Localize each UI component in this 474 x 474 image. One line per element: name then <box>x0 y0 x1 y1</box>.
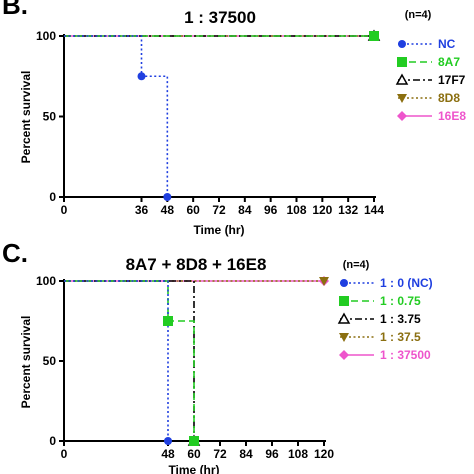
chart2-y-tick-label: 0 <box>49 434 56 448</box>
chart2-x-tick-label: 72 <box>213 447 227 461</box>
chart1-legend-label-2: 8A7 <box>438 55 460 69</box>
chart2-legend-marker-2 <box>339 296 349 306</box>
chart2-x-tick-label: 84 <box>239 447 253 461</box>
chart1-legend-marker-2 <box>397 57 407 67</box>
chart1-legend-marker-5 <box>397 111 407 121</box>
chart1-title: 1 : 37500 <box>184 8 256 27</box>
chart2-legend-marker-4 <box>339 333 349 342</box>
chart2-data-point-1 <box>164 437 172 445</box>
chart2-y-axis-label: Percent survival <box>19 316 33 409</box>
chart2-data-point-2 <box>189 436 199 446</box>
chart2-x-axis-label: Time (hr) <box>168 463 219 474</box>
chart1-x-tick-label: 36 <box>135 203 149 217</box>
chart1-data-point-1 <box>163 193 172 201</box>
chart2-legend-label-3: 1 : 3.75 <box>380 312 421 326</box>
chart1-x-tick-label: 132 <box>338 203 358 217</box>
chart1-data-point-1 <box>137 72 146 81</box>
chart1-legend-title: (n=4) <box>405 9 432 21</box>
chart1-legend-label-5: 16E8 <box>438 109 466 123</box>
chart2-series-line-3 <box>64 280 195 441</box>
chart1-x-tick-label: 0 <box>61 203 68 217</box>
chart1-y-tick-label: 50 <box>43 110 57 124</box>
chart2-x-tick-label: 120 <box>314 447 334 461</box>
chart1-series-line-1 <box>64 35 169 197</box>
chart2-y-tick-label: 100 <box>36 274 56 288</box>
chart1-legend-label-3: 17F7 <box>438 73 466 87</box>
chart1-x-tick-label: 60 <box>186 203 200 217</box>
chart2-legend-marker-1 <box>340 279 348 287</box>
chart1-x-tick-label: 144 <box>364 203 384 217</box>
chart2-title: 8A7 + 8D8 + 16E8 <box>126 255 267 274</box>
chart2-legend-label-5: 1 : 37500 <box>380 348 431 362</box>
chart1-y-tick-label: 0 <box>49 190 56 204</box>
chart2-x-tick-label: 0 <box>61 447 68 461</box>
chart1-legend-marker-3 <box>395 73 409 85</box>
chart1-legend-label-4: 8D8 <box>438 91 460 105</box>
chart1-y-axis-label: Percent survival <box>19 71 33 164</box>
chart2-series-line-1 <box>64 280 169 441</box>
chart1-x-tick-label: 84 <box>238 203 252 217</box>
chart2-x-tick-label: 108 <box>288 447 308 461</box>
chart2-y-tick-label: 50 <box>43 354 57 368</box>
chart1-legend-label-1: NC <box>438 37 456 51</box>
chart2-legend-label-4: 1 : 37.5 <box>380 330 421 344</box>
chart2-legend-label-2: 1 : 0.75 <box>380 294 421 308</box>
chart2-data-point-4 <box>319 277 329 286</box>
chart1-panel-letter: B. <box>2 0 28 20</box>
chart1-x-tick-label: 120 <box>312 203 332 217</box>
chart2-panel-letter: C. <box>2 238 28 268</box>
chart1-legend-marker-4 <box>397 94 407 103</box>
chart1-x-axis-label: Time (hr) <box>193 223 244 237</box>
chart2-legend-marker-5 <box>339 350 349 360</box>
chart2-series-line-2 <box>64 280 195 441</box>
chart2-legend-title: (n=4) <box>343 259 370 271</box>
chart2-data-point-2 <box>163 316 173 326</box>
chart1-x-tick-label: 48 <box>161 203 175 217</box>
chart1-data-point-2 <box>369 31 379 41</box>
chart2-legend-label-1: 1 : 0 (NC) <box>380 276 433 290</box>
chart1-legend-marker-1 <box>398 40 406 48</box>
chart2-x-tick-label: 48 <box>161 447 175 461</box>
chart2-x-tick-label: 60 <box>187 447 201 461</box>
chart2-x-tick-label: 96 <box>265 447 279 461</box>
chart2-legend-marker-3 <box>337 312 351 324</box>
chart1-y-tick-label: 100 <box>36 29 56 43</box>
chart1-x-tick-label: 108 <box>286 203 306 217</box>
chart1-x-tick-label: 72 <box>212 203 226 217</box>
chart1-x-tick-label: 96 <box>264 203 278 217</box>
